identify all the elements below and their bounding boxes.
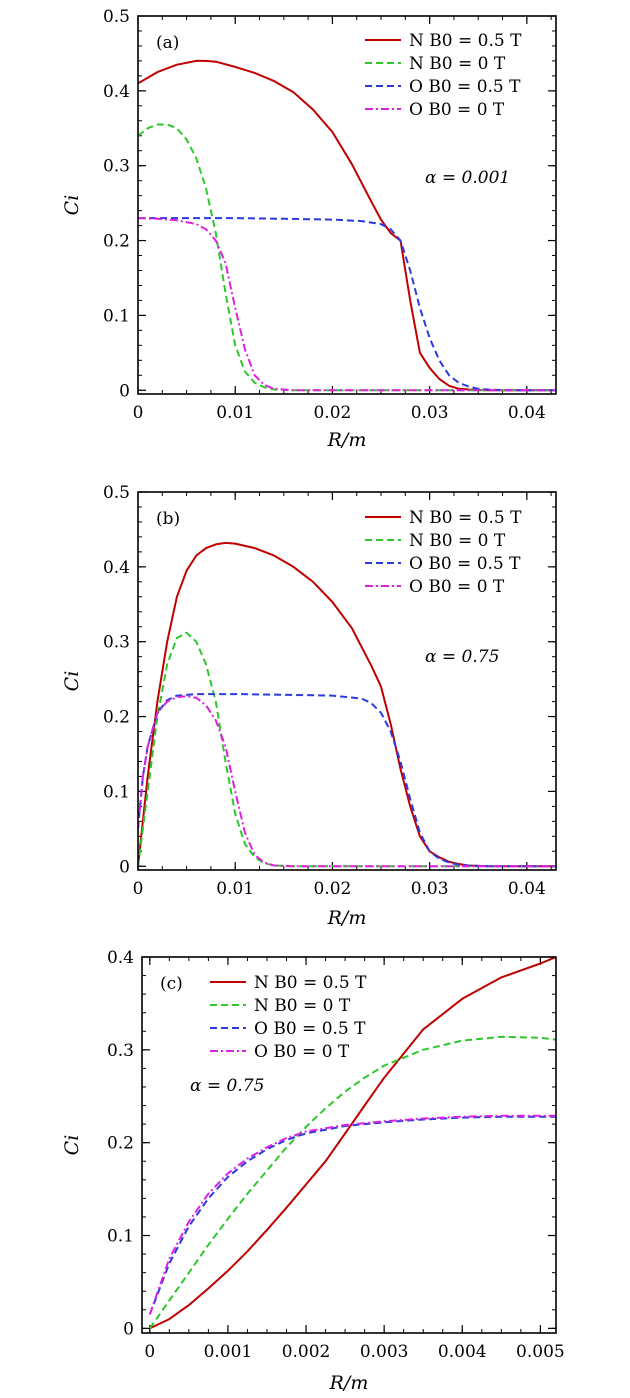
y-tick-label: 0.4 [103, 82, 130, 102]
y-axis-title: Ci [61, 671, 83, 692]
x-axis-title: R/m [329, 1372, 369, 1394]
series-line-4 [138, 217, 556, 392]
y-tick-label: 0.3 [107, 1041, 134, 1061]
series-line-4 [138, 695, 556, 868]
x-tick-label: 0 [133, 403, 144, 423]
legend-entry: O B0 = 0 T [409, 100, 505, 120]
x-tick-label: 0.04 [508, 403, 546, 423]
x-tick-label: 0.03 [411, 403, 449, 423]
plot-frame [137, 15, 557, 395]
x-tick-label: 0.001 [204, 1342, 253, 1362]
y-axis-title: Ci [61, 1135, 83, 1156]
y-tick-label: 0.1 [107, 1227, 134, 1247]
legend-entry: N B0 = 0.5 T [409, 31, 522, 51]
y-tick-label: 0.3 [103, 633, 130, 653]
series-line-1 [149, 957, 556, 1330]
series-line-3 [138, 217, 556, 392]
plot-frame [137, 491, 557, 871]
legend-entry: N B0 = 0.5 T [409, 508, 522, 528]
x-tick-label: 0.03 [411, 879, 449, 899]
series-line-2 [138, 631, 556, 868]
series-line-2 [138, 123, 556, 392]
legend-entry: N B0 = 0.5 T [254, 973, 367, 993]
series-line-4 [148, 1114, 556, 1315]
legend-entry: O B0 = 0 T [409, 577, 505, 597]
y-tick-label: 0.2 [107, 1134, 134, 1154]
alpha-annotation: α = 0.001 [425, 168, 510, 188]
y-tick-label: 0 [123, 1319, 134, 1339]
x-tick-label: 0 [133, 879, 144, 899]
y-axis-title: Ci [61, 195, 83, 216]
alpha-annotation: α = 0.75 [425, 647, 499, 667]
series-line-1 [138, 541, 556, 868]
plot-frame [141, 956, 557, 1334]
x-tick-label: 0.02 [313, 879, 351, 899]
legend-entry: N B0 = 0 T [409, 54, 506, 74]
y-tick-label: 0.5 [103, 483, 130, 503]
x-tick-label: 0.005 [516, 1342, 565, 1362]
chart-panel-2: 0 0.01 0.02 0.03 0.04 0 0.1 0.2 0.3 0.4 0.5 (b) α = … [61, 483, 557, 929]
y-tick-label: 0.5 [103, 7, 130, 27]
series-line-3 [148, 1115, 556, 1315]
x-tick-label: 0.01 [216, 879, 254, 899]
x-tick-label: 0 [144, 1342, 155, 1362]
y-tick-label: 0.3 [103, 157, 130, 177]
legend-entry: O B0 = 0.5 T [254, 1019, 366, 1039]
y-tick-label: 0.2 [103, 232, 130, 252]
y-tick-label: 0 [119, 857, 130, 877]
x-tick-label: 0.02 [313, 403, 351, 423]
series-line-1 [138, 59, 556, 392]
alpha-annotation: α = 0.75 [190, 1076, 264, 1096]
x-tick-label: 0.004 [438, 1342, 487, 1362]
y-tick-label: 0.4 [103, 558, 130, 578]
x-tick-label: 0.01 [216, 403, 254, 423]
y-tick-label: 0.2 [103, 708, 130, 728]
legend-entry: O B0 = 0.5 T [409, 77, 521, 97]
y-tick-label: 0.1 [103, 782, 130, 802]
legend-entry: O B0 = 0 T [254, 1042, 350, 1062]
panel-label: (c) [160, 974, 183, 994]
x-tick-label: 0.003 [360, 1342, 409, 1362]
x-tick-label: 0.002 [282, 1342, 331, 1362]
legend-entry: N B0 = 0 T [254, 996, 351, 1016]
series-line-2 [148, 1035, 556, 1329]
x-axis-title: R/m [327, 907, 367, 929]
panel-label: (a) [156, 33, 179, 53]
series-line-3 [138, 693, 556, 868]
y-tick-label: 0.4 [107, 948, 134, 968]
y-tick-label: 0.1 [103, 306, 130, 326]
y-tick-label: 0 [119, 381, 130, 401]
x-tick-label: 0.04 [508, 879, 546, 899]
chart-panel-1: 0 0.01 0.02 0.03 0.04 0 0.1 0.2 0.3 0.4 0.5 (a) α = … [61, 7, 557, 451]
legend-entry: O B0 = 0.5 T [409, 554, 521, 574]
legend-entry: N B0 = 0 T [409, 531, 506, 551]
panel-label: (b) [156, 509, 180, 529]
x-axis-title: R/m [327, 429, 367, 451]
chart-panel-3: 0 0.001 0.002 0.003 0.004 0.005 0 0.1 0.2 0.3 0.4 (… [61, 948, 565, 1394]
